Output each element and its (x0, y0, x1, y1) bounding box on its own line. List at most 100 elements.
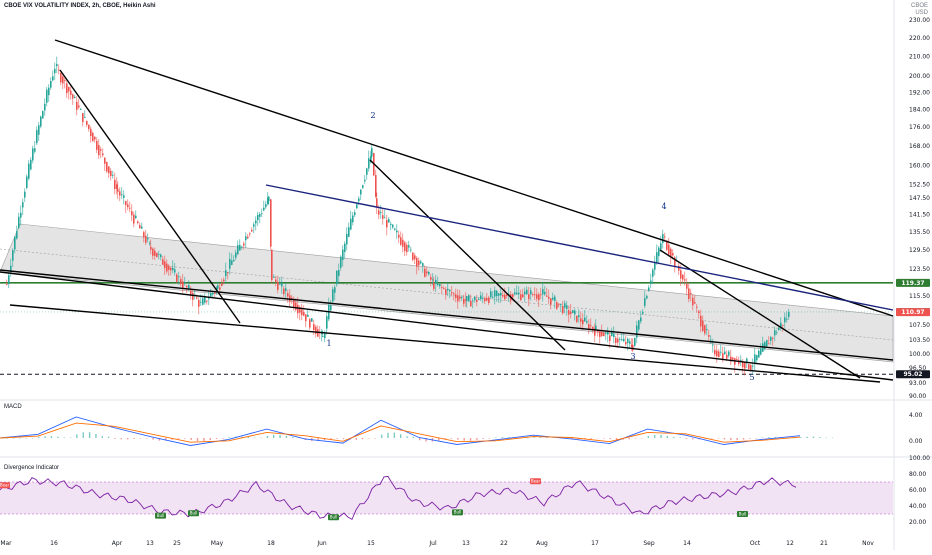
trend-line (54, 39, 894, 317)
macd-histogram-bar (641, 438, 643, 439)
candle-body (221, 283, 223, 286)
candle-body (112, 174, 114, 176)
candle-body (82, 113, 84, 123)
candle-body (315, 326, 317, 334)
candle-body (532, 294, 534, 296)
candle-body (750, 365, 752, 371)
candle-body (420, 261, 422, 264)
candle-body (615, 337, 617, 343)
x-tick-label: 12 (786, 540, 794, 547)
y-tick-label: 210.00 (909, 53, 930, 60)
macd-histogram-bar (679, 437, 681, 438)
candle-body (287, 293, 289, 297)
candle-body (348, 227, 350, 237)
candle-body (102, 153, 104, 156)
candle-body (764, 342, 766, 349)
macd-histogram-bar (177, 438, 180, 439)
candle-body (303, 311, 305, 316)
divergence-band (0, 482, 893, 514)
currency-label: CBOE USD (911, 3, 928, 17)
candle-body (696, 306, 698, 308)
candle-body (592, 326, 594, 330)
candle-body (414, 255, 416, 260)
candle-body (609, 335, 611, 341)
candle-body (437, 283, 439, 286)
candle-body (100, 149, 102, 151)
candle-body (534, 294, 536, 296)
candle-body (520, 294, 522, 301)
candle-body (684, 279, 686, 281)
y-tick-label: 90.00 (909, 393, 926, 400)
candle-body (732, 357, 734, 360)
price-tag (896, 278, 930, 287)
candle-body (504, 294, 506, 300)
candle-body (192, 292, 194, 300)
candle-body (178, 276, 180, 278)
candle-body (526, 289, 528, 295)
candle-body (408, 245, 410, 248)
divergence-line (0, 475, 797, 521)
candle-body (674, 257, 676, 267)
wave-label: 3 (630, 352, 635, 361)
candle-body (382, 215, 384, 219)
candle-body (168, 265, 170, 270)
candle-body (642, 311, 644, 314)
candle-body (670, 248, 672, 258)
candle-body (566, 305, 568, 309)
x-tick-label: 21 (820, 540, 828, 547)
candle-body (117, 188, 119, 192)
candle-body (330, 305, 332, 311)
macd-histogram-bar (800, 437, 802, 438)
candle-body (152, 248, 154, 256)
candle-body (24, 191, 26, 198)
candle-body (334, 287, 336, 293)
candle-body (496, 290, 498, 297)
candle-body (554, 296, 556, 301)
candle-body (404, 242, 406, 251)
macd-histogram-bar (495, 437, 497, 438)
macd-histogram-bar (31, 438, 34, 439)
candle-body (772, 338, 774, 339)
price-tag-label: 119.37 (901, 280, 924, 287)
candle-body (621, 339, 623, 341)
x-tick-label: 13 (146, 540, 154, 547)
candle-body (58, 69, 60, 71)
macd-histogram-bar (139, 438, 142, 439)
candle-body (572, 310, 574, 313)
price-tag-label: 110.97 (901, 309, 924, 316)
candle-body (149, 242, 151, 244)
candle-body (285, 288, 287, 291)
x-tick-label: Oct (750, 540, 761, 547)
candle-body (470, 300, 472, 307)
candle-body (358, 198, 360, 202)
candle-body (672, 253, 674, 256)
macd-histogram-bar (253, 437, 256, 439)
macd-histogram-bar (387, 432, 389, 438)
candle-body (394, 228, 396, 230)
macd-histogram-bar (406, 436, 408, 438)
macd-histogram-bar (450, 438, 453, 439)
candle-body (476, 299, 478, 302)
y-tick-label: 176.00 (909, 124, 930, 131)
x-tick-label: May (211, 540, 224, 547)
macd-histogram-bar (742, 438, 745, 440)
macd-histogram-bar (330, 438, 332, 439)
macd-histogram-bar (228, 437, 230, 438)
macd-histogram-bar (476, 438, 478, 440)
candle-body (114, 179, 116, 189)
x-tick-label: 22 (500, 540, 508, 547)
candle-body (702, 320, 704, 331)
macd-histogram-bar (469, 438, 472, 441)
macd-histogram-bar (44, 436, 46, 438)
macd-histogram-bar (361, 438, 364, 440)
candle-body (198, 300, 200, 307)
y-tick-label: 160.00 (909, 162, 930, 169)
candle-body (368, 158, 370, 169)
y-tick-label: 100.00 (909, 351, 930, 358)
bull-signal-tag (328, 514, 339, 521)
y-tick-label: 230.00 (909, 17, 930, 24)
candle-body (652, 269, 654, 277)
candle-body (582, 319, 584, 325)
